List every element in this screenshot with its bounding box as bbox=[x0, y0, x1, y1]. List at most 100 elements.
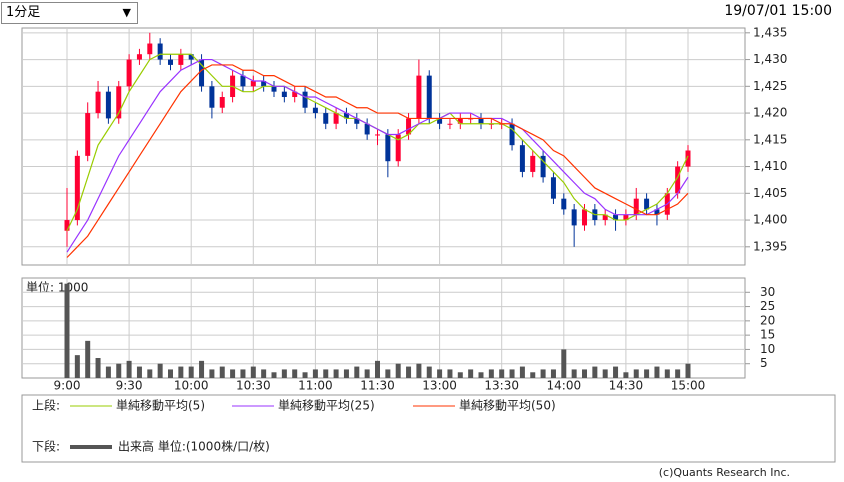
y-tick-label: 1,400 bbox=[753, 213, 787, 227]
y-tick-label: 25 bbox=[760, 299, 775, 313]
y-tick-label: 1,420 bbox=[753, 106, 787, 120]
volume-bar bbox=[385, 369, 391, 378]
volume-bar bbox=[613, 366, 619, 378]
candle-body bbox=[209, 86, 215, 108]
x-tick-label: 14:30 bbox=[609, 379, 644, 393]
volume-bar bbox=[530, 372, 536, 378]
volume-bar bbox=[571, 369, 577, 378]
volume-bar bbox=[437, 369, 443, 378]
period-select-text: 1分足 bbox=[6, 5, 41, 20]
y-tick-label: 30 bbox=[760, 285, 775, 299]
candle-body bbox=[364, 123, 370, 135]
y-tick-label: 1,435 bbox=[753, 25, 787, 39]
y-tick-label: 1,425 bbox=[753, 79, 787, 93]
candle-body bbox=[343, 113, 349, 119]
volume-bar bbox=[468, 369, 474, 378]
candle-body bbox=[126, 59, 132, 87]
volume-bar bbox=[105, 366, 111, 378]
candle-body bbox=[664, 193, 670, 215]
volume-bar bbox=[375, 360, 380, 378]
legend-lower-label: 下段: bbox=[32, 439, 60, 454]
y-tick-label: 1,430 bbox=[753, 52, 787, 66]
y-tick-label: 1,395 bbox=[753, 239, 787, 253]
volume-bar bbox=[74, 355, 80, 378]
volume-bar bbox=[261, 369, 267, 378]
volume-bar bbox=[323, 369, 329, 378]
volume-bar bbox=[116, 363, 122, 378]
volume-bar bbox=[85, 340, 91, 378]
volume-bar bbox=[271, 372, 277, 378]
volume-bar bbox=[633, 369, 639, 378]
candle-body bbox=[261, 80, 267, 87]
candle-body bbox=[488, 123, 494, 125]
candle-body bbox=[685, 150, 691, 167]
candle-body bbox=[592, 209, 598, 221]
candle-body bbox=[230, 75, 236, 98]
ma-line bbox=[66, 64, 689, 258]
volume-bar bbox=[343, 369, 349, 378]
volume-bar bbox=[509, 369, 515, 378]
candle-body bbox=[281, 91, 287, 98]
x-tick-label: 14:00 bbox=[547, 379, 582, 393]
volume-bar bbox=[406, 366, 412, 378]
volume-bar bbox=[602, 369, 608, 378]
volume-bar bbox=[664, 369, 670, 378]
candle-body bbox=[613, 214, 619, 221]
candle-body bbox=[447, 123, 453, 125]
volume-bar bbox=[499, 369, 505, 378]
dropdown-arrow: ▼ bbox=[122, 6, 131, 19]
candle-body bbox=[385, 134, 391, 162]
y-tick-label: 20 bbox=[760, 313, 775, 327]
candle-body bbox=[426, 75, 432, 119]
volume-bar bbox=[95, 358, 101, 378]
x-tick-label: 10:00 bbox=[174, 379, 209, 393]
volume-bar bbox=[488, 369, 494, 378]
volume-bar bbox=[333, 369, 339, 378]
candle-body bbox=[675, 166, 681, 194]
volume-bar bbox=[64, 283, 70, 378]
volume-bar bbox=[561, 349, 567, 378]
candle-body bbox=[312, 107, 318, 114]
candle-body bbox=[116, 86, 122, 119]
y-tick-label: 1,405 bbox=[753, 186, 787, 200]
candle-body bbox=[416, 75, 422, 119]
legend-upper-label: 上段: bbox=[32, 398, 60, 413]
volume-bar bbox=[126, 360, 132, 378]
candle-body bbox=[457, 118, 463, 124]
volume-bar bbox=[582, 369, 587, 378]
candle-body bbox=[199, 59, 205, 87]
volume-bar bbox=[168, 369, 173, 378]
candle-body bbox=[550, 177, 556, 199]
volume-bar bbox=[292, 369, 298, 378]
volume-bar bbox=[426, 366, 432, 378]
legend-volume-text: 出来高 単位:(1000株/口/枚) bbox=[118, 439, 270, 454]
period-select[interactable]: 1分足 ▼ bbox=[1, 2, 138, 24]
volume-bar bbox=[654, 366, 660, 378]
candle-body bbox=[561, 198, 567, 210]
volume-panel bbox=[21, 277, 746, 379]
candle-body bbox=[178, 54, 184, 65]
volume-bar bbox=[478, 372, 484, 378]
volume-bar bbox=[147, 369, 153, 378]
candle-body bbox=[323, 113, 329, 124]
candle-body bbox=[654, 209, 660, 215]
candle-body bbox=[437, 118, 443, 124]
candle-body bbox=[375, 134, 380, 136]
footer: (c)Quants Research Inc. bbox=[659, 466, 790, 479]
candle-body bbox=[85, 113, 91, 156]
volume-bar bbox=[219, 366, 225, 378]
candle-body bbox=[240, 75, 246, 87]
candle-body bbox=[157, 43, 163, 60]
candle-body bbox=[540, 155, 546, 178]
candle-body bbox=[468, 118, 474, 120]
candle-body bbox=[292, 91, 298, 98]
x-tick-label: 11:00 bbox=[298, 379, 333, 393]
volume-bar bbox=[354, 366, 360, 378]
x-tick-label: 13:30 bbox=[484, 379, 519, 393]
volume-bar bbox=[550, 369, 556, 378]
volume-bar bbox=[540, 369, 546, 378]
volume-bar bbox=[675, 369, 681, 378]
candle-body bbox=[250, 80, 256, 87]
